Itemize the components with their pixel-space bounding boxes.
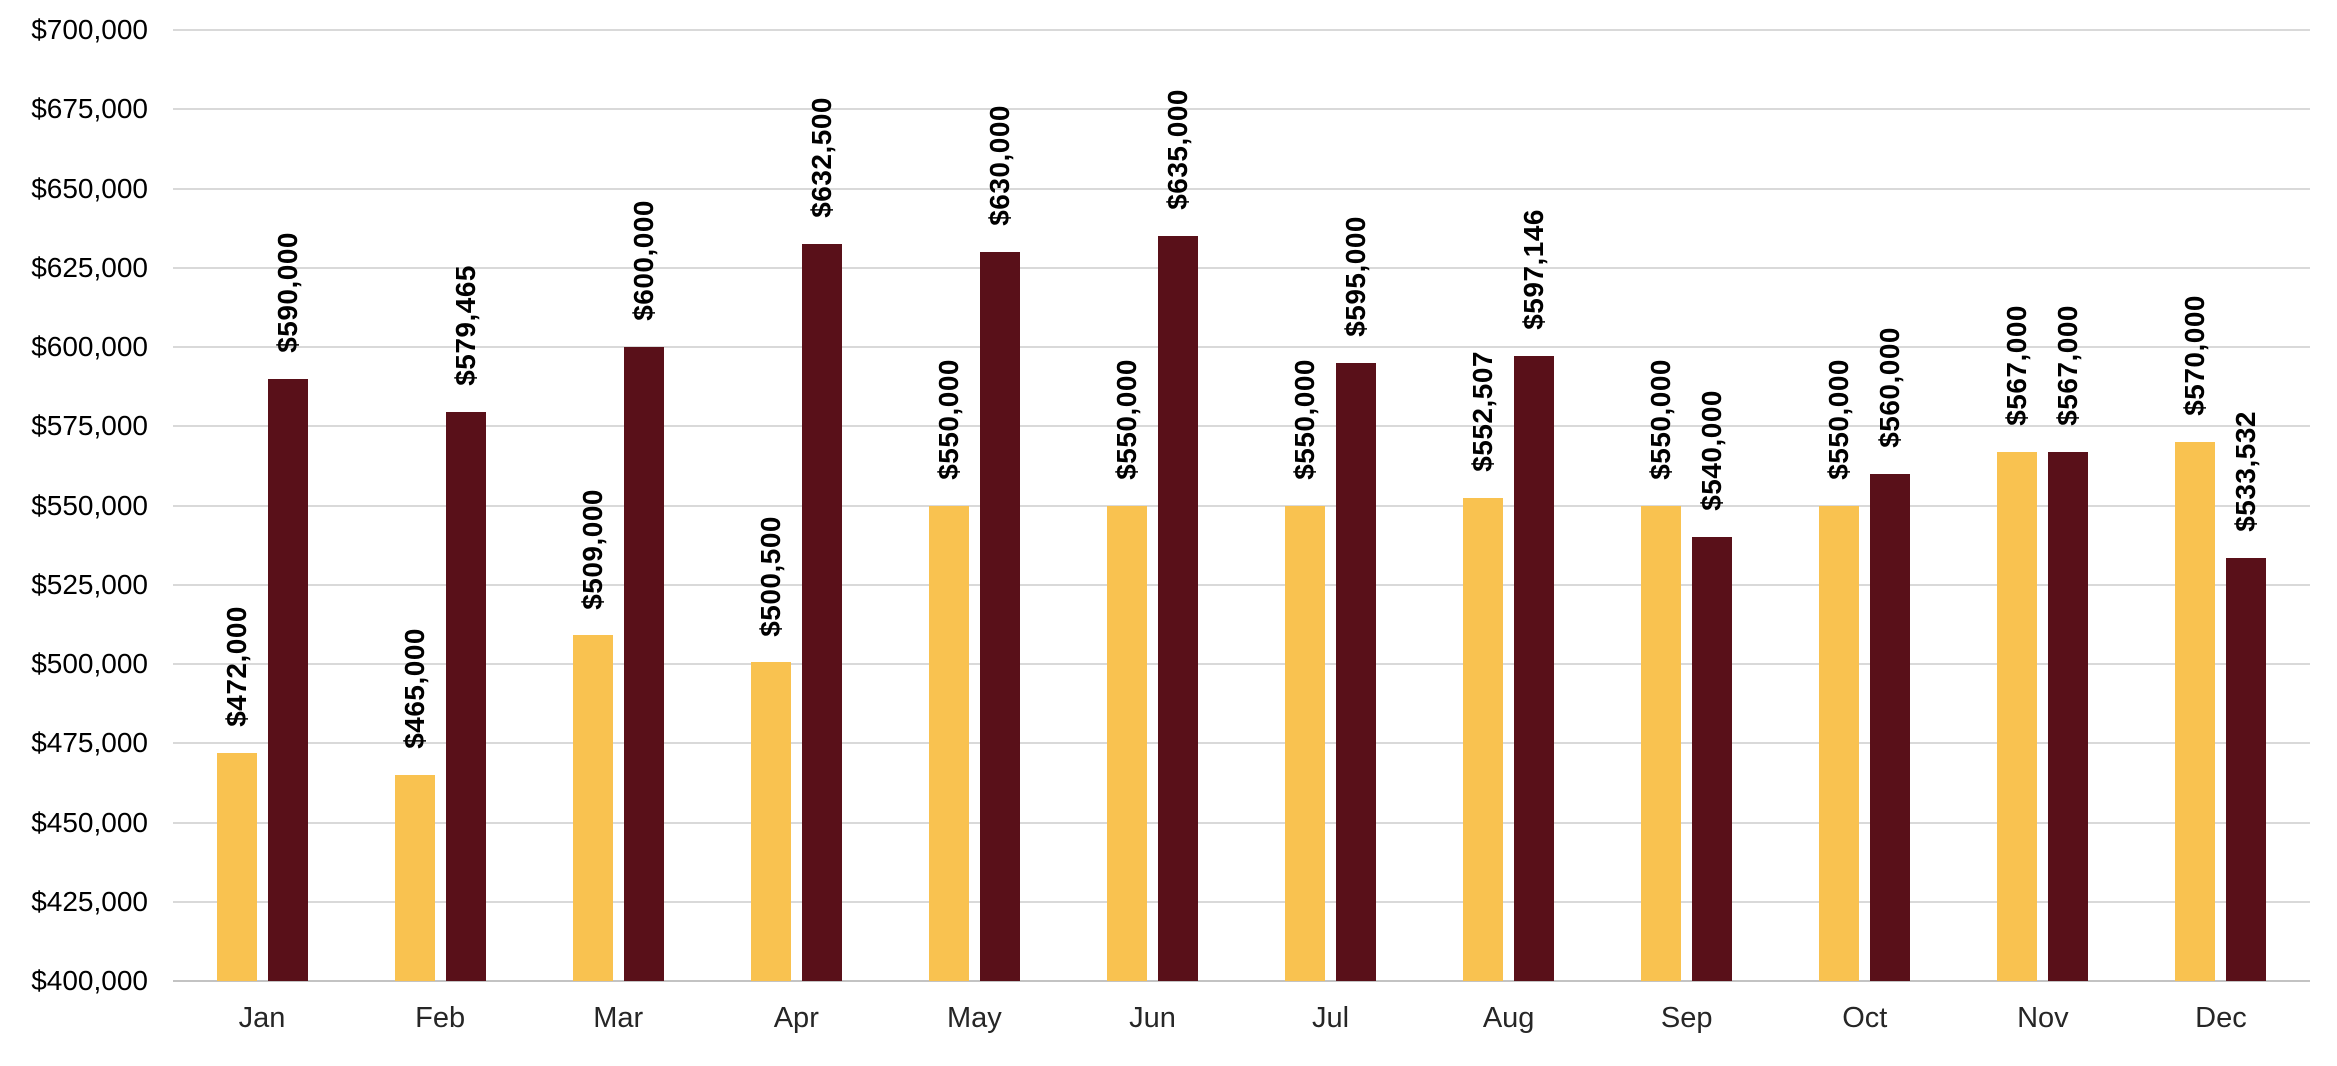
bar-series-2	[1870, 473, 1911, 981]
bar-value-label: $632,500	[805, 97, 837, 218]
y-axis-tick-label: $675,000	[31, 93, 148, 125]
y-gridline	[173, 583, 2310, 586]
bar-series-2	[2048, 451, 2089, 981]
y-axis-tick-label: $400,000	[31, 965, 148, 996]
y-gridline	[173, 742, 2310, 745]
x-axis-category-label: Jun	[1129, 1002, 1176, 1034]
bar-value-label: $509,000	[576, 488, 608, 610]
bar-series-2	[1514, 356, 1555, 981]
x-axis-category-label: Apr	[773, 1002, 819, 1034]
bar-value-label: $550,000	[932, 358, 964, 480]
bar-series-1	[750, 662, 791, 981]
y-gridline	[173, 504, 2310, 507]
x-axis-category-label: Dec	[2195, 1002, 2247, 1034]
x-axis-category-label: Jul	[1312, 1002, 1350, 1034]
y-axis-tick-label: $550,000	[31, 489, 148, 521]
bar-series-1	[572, 635, 613, 981]
bar-value-label: $550,000	[1645, 358, 1677, 480]
bar-value-label: $595,000	[1340, 216, 1372, 337]
bar-series-1	[2175, 442, 2216, 981]
bar-series-1	[1285, 505, 1326, 981]
bar-series-2	[1336, 362, 1377, 981]
bar-series-2	[801, 243, 842, 981]
bar-value-label: $533,532	[2230, 410, 2262, 532]
bar-series-2	[979, 251, 1020, 981]
bar-value-label: $540,000	[1696, 390, 1728, 512]
bar-series-1	[928, 505, 969, 981]
y-axis-tick-label: $425,000	[31, 885, 148, 917]
bar-value-label: $597,146	[1518, 209, 1550, 331]
y-gridline	[173, 900, 2310, 903]
bar-value-label: $600,000	[627, 200, 659, 321]
x-axis-category-label: Mar	[593, 1002, 644, 1034]
bar-value-label: $550,000	[1289, 358, 1321, 480]
bar-series-1	[1106, 505, 1147, 981]
y-gridline	[173, 425, 2310, 428]
bar-value-label: $550,000	[1823, 358, 1855, 480]
x-axis-category-label: Aug	[1482, 1002, 1535, 1034]
bar-value-label: $567,000	[2001, 304, 2033, 426]
y-axis-tick-label: $575,000	[31, 410, 148, 442]
bar-series-2	[1692, 537, 1733, 981]
y-axis-tick-label: $650,000	[31, 172, 148, 204]
y-axis-tick-label: $625,000	[31, 251, 148, 283]
bar-series-1	[216, 752, 257, 981]
bar-series-2	[1157, 236, 1198, 981]
y-axis-tick-label: $500,000	[31, 648, 148, 679]
bar-series-1	[394, 774, 435, 981]
x-axis-line	[173, 980, 2310, 982]
bar-value-label: $635,000	[1161, 89, 1193, 211]
x-axis-category-label: Feb	[415, 1002, 466, 1034]
x-axis-category-label: Sep	[1660, 1002, 1713, 1034]
bar-value-label: $550,000	[1110, 358, 1142, 480]
x-axis-category-label: Oct	[1842, 1002, 1888, 1034]
bar-value-label: $465,000	[398, 628, 430, 749]
bar-series-1	[1819, 505, 1860, 981]
x-axis-category-label: Nov	[2017, 1002, 2069, 1034]
bar-value-label: $472,000	[220, 605, 252, 727]
y-gridline	[173, 663, 2310, 665]
y-gridline	[173, 187, 2310, 190]
bar-value-label: $567,000	[2052, 304, 2084, 426]
y-axis-tick-label: $700,000	[31, 14, 148, 45]
bar-value-label: $590,000	[271, 231, 303, 353]
y-axis-tick-label: $525,000	[31, 568, 148, 600]
bar-value-label: $579,465	[449, 265, 481, 387]
y-gridline	[173, 29, 2310, 31]
bar-value-label: $570,000	[2179, 295, 2211, 417]
y-gridline	[173, 821, 2310, 824]
y-axis-tick-label: $450,000	[31, 806, 148, 838]
x-axis-category-label: May	[946, 1002, 1002, 1034]
bar-value-label: $560,000	[1874, 327, 1906, 448]
bar-series-2	[267, 378, 308, 981]
bar-series-2	[623, 347, 664, 981]
bar-value-label: $630,000	[983, 105, 1015, 226]
bar-series-1	[1463, 497, 1504, 981]
y-gridline	[173, 266, 2310, 269]
y-gridline	[173, 108, 2310, 111]
bar-series-2	[2226, 557, 2267, 981]
bar-value-label: $552,507	[1467, 350, 1499, 472]
y-axis-tick-label: $475,000	[31, 727, 148, 759]
bar-value-label: $500,500	[754, 515, 786, 637]
x-axis-category-label: Jan	[238, 1002, 286, 1034]
bar-series-2	[445, 412, 486, 981]
bar-series-1	[1997, 451, 2038, 981]
y-gridline	[173, 346, 2310, 348]
y-axis-tick-label: $600,000	[31, 331, 148, 362]
bar-series-1	[1641, 505, 1682, 981]
